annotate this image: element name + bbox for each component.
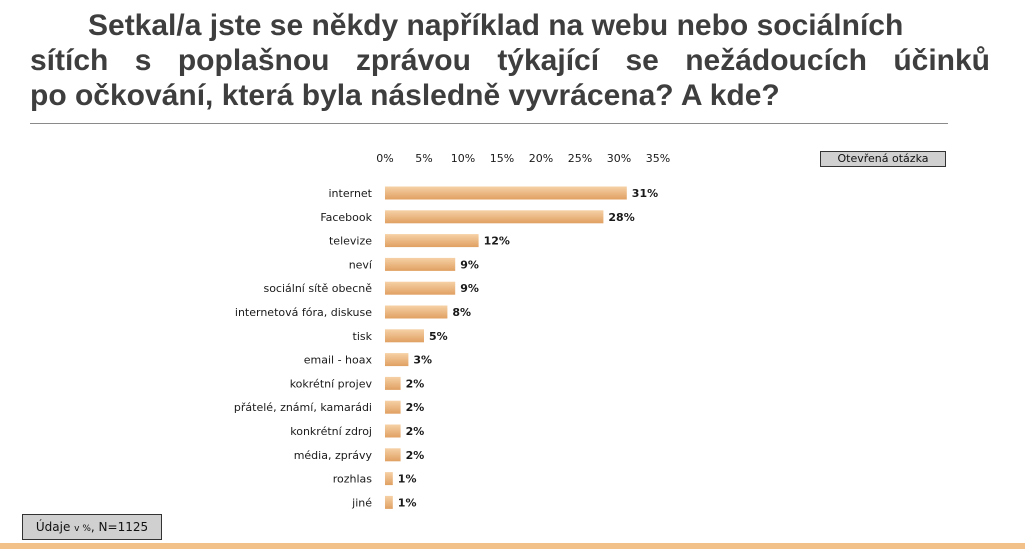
data-label: 1% bbox=[398, 496, 417, 509]
bar bbox=[385, 495, 393, 509]
data-label: 8% bbox=[452, 306, 471, 319]
data-label: 3% bbox=[413, 354, 432, 367]
question-type-badge: Otevřená otázka bbox=[820, 151, 946, 167]
data-label: 2% bbox=[406, 449, 425, 462]
category-label: média, zprávy bbox=[294, 449, 373, 462]
data-label: 2% bbox=[406, 425, 425, 438]
bar bbox=[385, 281, 456, 295]
x-tick-label: 35% bbox=[646, 152, 670, 165]
title-line-2: sítích s poplašnou zprávou týkající se n… bbox=[30, 44, 990, 77]
category-label: rozhlas bbox=[333, 473, 373, 486]
data-label: 5% bbox=[429, 330, 448, 343]
data-label: 9% bbox=[460, 258, 479, 271]
data-label: 12% bbox=[484, 235, 510, 248]
sample-info-prefix: Údaje bbox=[35, 520, 75, 534]
category-label: tisk bbox=[353, 330, 373, 343]
x-tick-label: 0% bbox=[376, 152, 393, 165]
category-label: neví bbox=[349, 258, 373, 271]
bar bbox=[385, 448, 401, 462]
bar bbox=[385, 305, 448, 319]
title-line-3: po očkování, která byla následně vyvráce… bbox=[30, 79, 780, 112]
data-label: 2% bbox=[406, 377, 425, 390]
category-labels: internet Facebook televize neví sociální sít… bbox=[234, 187, 373, 509]
bar bbox=[385, 400, 401, 414]
data-label: 1% bbox=[398, 473, 417, 486]
x-tick-label: 10% bbox=[451, 152, 475, 165]
category-label: email - hoax bbox=[304, 354, 373, 367]
bar bbox=[385, 210, 604, 224]
bar bbox=[385, 186, 627, 200]
bottom-accent-bar bbox=[0, 543, 1025, 549]
x-axis-ticks: 0% 5% 10% 15% 20% 25% 30% 35% bbox=[376, 152, 670, 165]
x-tick-label: 30% bbox=[607, 152, 631, 165]
category-label: konkrétní zdroj bbox=[290, 425, 372, 438]
page-title: Setkal/a jste se někdy například na webu… bbox=[30, 8, 990, 113]
sample-info-suffix: , N=1125 bbox=[90, 520, 149, 534]
data-label: 28% bbox=[608, 211, 634, 224]
bar bbox=[385, 472, 393, 486]
data-label: 9% bbox=[460, 282, 479, 295]
bars bbox=[385, 186, 627, 509]
bar-chart: 0% 5% 10% 15% 20% 25% 30% 35% internet Facebook t… bbox=[234, 152, 670, 509]
bar bbox=[385, 329, 424, 343]
category-label: internet bbox=[329, 187, 373, 200]
title-divider bbox=[30, 123, 948, 124]
category-label: sociální sítě obecně bbox=[263, 282, 372, 295]
bar bbox=[385, 257, 456, 271]
x-tick-label: 25% bbox=[568, 152, 592, 165]
x-tick-label: 5% bbox=[415, 152, 432, 165]
title-line-1: Setkal/a jste se někdy například na webu… bbox=[88, 9, 904, 42]
category-label: jiné bbox=[351, 496, 372, 509]
bar bbox=[385, 234, 479, 248]
x-tick-label: 15% bbox=[490, 152, 514, 165]
sample-info-box: Údaje v %, N=1125 bbox=[22, 514, 162, 540]
x-tick-label: 20% bbox=[529, 152, 553, 165]
bar bbox=[385, 353, 409, 367]
bar bbox=[385, 424, 401, 438]
bar bbox=[385, 376, 401, 390]
value-labels: 31% 28% 12% 9% 9% 8% 5% 3% 2% 2% 2% 2% 1% 1% bbox=[398, 187, 658, 509]
category-label: internetová fóra, diskuse bbox=[235, 306, 372, 319]
sample-info-unit: v % bbox=[74, 524, 91, 534]
category-label: kokrétní projev bbox=[290, 377, 373, 390]
category-label: Facebook bbox=[320, 211, 372, 224]
data-label: 2% bbox=[406, 401, 425, 414]
category-label: přátelé, známí, kamarádi bbox=[234, 401, 372, 414]
category-label: televize bbox=[329, 235, 372, 248]
data-label: 31% bbox=[632, 187, 658, 200]
